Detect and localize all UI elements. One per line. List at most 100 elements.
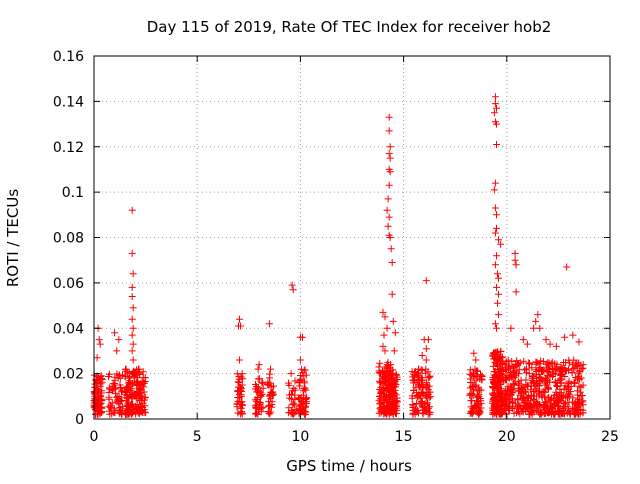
data-point bbox=[494, 270, 501, 278]
data-point bbox=[422, 356, 430, 364]
data-point bbox=[497, 240, 505, 248]
data-point bbox=[95, 388, 103, 396]
data-point bbox=[236, 356, 243, 364]
x-tick-label: 0 bbox=[90, 429, 99, 445]
data-point bbox=[489, 410, 497, 418]
data-point bbox=[383, 397, 391, 405]
data-point bbox=[386, 396, 394, 404]
data-point bbox=[419, 409, 427, 417]
data-point bbox=[301, 403, 309, 411]
data-point bbox=[264, 378, 272, 386]
data-point bbox=[391, 329, 399, 337]
data-point bbox=[129, 324, 137, 332]
data-point bbox=[491, 376, 499, 383]
data-point bbox=[386, 234, 394, 241]
data-point bbox=[413, 400, 421, 407]
data-point bbox=[128, 370, 136, 378]
data-point bbox=[258, 378, 266, 386]
data-point bbox=[418, 402, 426, 410]
data-point bbox=[491, 261, 499, 269]
data-point bbox=[521, 387, 529, 395]
data-point bbox=[128, 293, 136, 300]
data-point bbox=[502, 375, 510, 383]
data-point bbox=[252, 409, 260, 417]
data-point bbox=[560, 385, 568, 393]
data-point bbox=[375, 367, 383, 375]
data-point bbox=[112, 384, 119, 392]
data-point bbox=[236, 410, 244, 418]
data-point bbox=[393, 376, 401, 383]
data-point bbox=[426, 372, 434, 380]
data-point bbox=[235, 378, 243, 386]
data-point bbox=[495, 407, 503, 415]
data-point bbox=[490, 394, 498, 402]
data-point bbox=[256, 398, 264, 406]
data-point bbox=[288, 281, 296, 289]
data-point bbox=[136, 392, 144, 400]
data-point bbox=[376, 379, 384, 387]
data-point bbox=[384, 222, 392, 230]
data-point bbox=[565, 379, 573, 387]
data-point bbox=[573, 362, 581, 370]
data-point bbox=[128, 249, 136, 257]
data-point bbox=[525, 393, 532, 401]
data-point bbox=[410, 387, 418, 394]
data-point bbox=[235, 394, 243, 402]
data-point bbox=[541, 398, 549, 406]
data-point bbox=[303, 394, 310, 402]
y-tick-label: 0.08 bbox=[53, 231, 84, 247]
x-tick-label: 20 bbox=[498, 429, 516, 445]
data-point bbox=[426, 393, 434, 401]
data-point bbox=[134, 409, 142, 417]
data-point bbox=[471, 377, 479, 385]
data-point bbox=[555, 392, 563, 400]
data-point bbox=[385, 150, 393, 158]
data-point bbox=[409, 406, 417, 414]
data-point bbox=[512, 288, 520, 296]
data-point bbox=[534, 399, 542, 407]
data-point bbox=[259, 403, 267, 411]
data-point bbox=[563, 263, 571, 271]
data-point bbox=[381, 313, 389, 321]
data-point bbox=[493, 224, 500, 232]
data-point bbox=[565, 398, 573, 406]
data-point bbox=[470, 408, 477, 416]
data-point bbox=[495, 274, 502, 282]
data-point bbox=[422, 277, 430, 285]
data-point bbox=[239, 401, 246, 409]
data-point bbox=[511, 361, 519, 368]
data-point bbox=[426, 408, 434, 416]
data-point bbox=[108, 387, 116, 395]
data-point bbox=[519, 336, 527, 344]
data-point bbox=[473, 373, 481, 381]
data-point bbox=[564, 394, 571, 402]
data-point bbox=[381, 378, 389, 386]
data-point bbox=[529, 372, 536, 380]
data-point bbox=[386, 154, 394, 162]
data-point bbox=[419, 376, 426, 384]
data-point bbox=[564, 390, 572, 398]
data-point bbox=[493, 104, 500, 112]
data-point bbox=[255, 387, 263, 395]
data-point bbox=[520, 357, 528, 365]
data-point bbox=[506, 383, 514, 391]
data-point bbox=[495, 366, 503, 373]
data-point bbox=[562, 359, 570, 366]
data-point bbox=[495, 354, 503, 361]
data-point bbox=[561, 333, 569, 341]
data-point bbox=[491, 229, 499, 237]
data-point bbox=[233, 403, 241, 411]
data-point bbox=[494, 299, 501, 307]
x-tick-label: 25 bbox=[601, 429, 619, 445]
data-point bbox=[289, 408, 297, 416]
data-point bbox=[256, 375, 264, 383]
data-point bbox=[511, 249, 519, 257]
data-point bbox=[254, 365, 262, 373]
data-point bbox=[268, 403, 276, 411]
data-point bbox=[107, 403, 114, 411]
data-point bbox=[574, 400, 582, 408]
data-point bbox=[291, 396, 299, 403]
data-point bbox=[530, 324, 538, 332]
data-point bbox=[383, 206, 391, 214]
data-point bbox=[383, 363, 391, 371]
